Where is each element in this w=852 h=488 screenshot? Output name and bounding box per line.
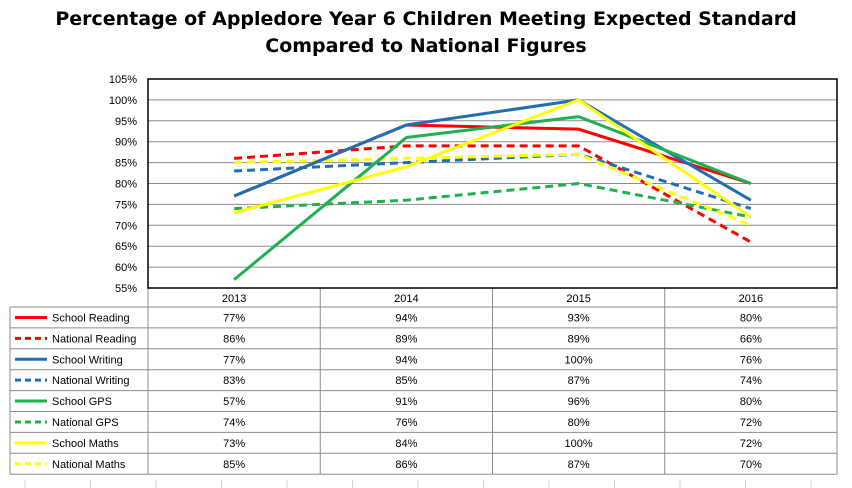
x-tick-label: 2014 bbox=[394, 293, 418, 305]
series-line-national-reading bbox=[234, 144, 752, 244]
legend-label: School GPS bbox=[52, 396, 112, 408]
series-lines bbox=[233, 98, 752, 281]
y-tick-label: 75% bbox=[115, 199, 137, 211]
legend-label: National Writing bbox=[52, 375, 129, 387]
table-cell-value: 86% bbox=[395, 459, 417, 471]
legend-label: National Reading bbox=[52, 333, 136, 345]
table-cell-value: 72% bbox=[740, 438, 762, 450]
y-tick-label: 95% bbox=[115, 116, 137, 128]
table-cell-value: 87% bbox=[568, 459, 590, 471]
legend-label: School Maths bbox=[52, 438, 119, 450]
table-cell-value: 100% bbox=[565, 354, 593, 366]
table-cell-value: 77% bbox=[223, 354, 245, 366]
table-cell-value: 76% bbox=[395, 417, 417, 429]
table-cell-value: 100% bbox=[565, 438, 593, 450]
table-cell-value: 57% bbox=[223, 396, 245, 408]
legend-label: School Writing bbox=[52, 354, 123, 366]
y-tick-label: 70% bbox=[115, 220, 137, 232]
series-line-national-writing bbox=[234, 152, 752, 211]
plot-area-border bbox=[147, 78, 838, 289]
table-cell-value: 70% bbox=[740, 459, 762, 471]
table-cell-value: 74% bbox=[223, 417, 245, 429]
gridlines: 55% 60% 65% 70% 75% 80% 85% 90% 95% 100% 105% bbox=[109, 74, 837, 295]
table-cell-value: 72% bbox=[740, 417, 762, 429]
x-tick-label: 2016 bbox=[739, 293, 763, 305]
table-cell-value: 89% bbox=[568, 333, 590, 345]
y-tick-label: 85% bbox=[115, 158, 137, 170]
y-tick-label: 100% bbox=[109, 95, 137, 107]
table-cell-value: 87% bbox=[568, 375, 590, 387]
table-cell-value: 76% bbox=[740, 354, 762, 366]
series-line-national-gps bbox=[234, 182, 752, 219]
series-line-school-maths bbox=[233, 98, 752, 219]
table-cell-value: 96% bbox=[568, 396, 590, 408]
y-tick-label: 65% bbox=[115, 241, 137, 253]
y-tick-label: 90% bbox=[115, 137, 137, 149]
legend-label: National Maths bbox=[52, 459, 126, 471]
chart-title: Percentage of Appledore Year 6 Children … bbox=[0, 6, 852, 60]
table-cell-value: 80% bbox=[740, 396, 762, 408]
table-cell-value: 89% bbox=[395, 333, 417, 345]
chart-title-line-2: Compared to National Figures bbox=[265, 35, 587, 57]
table-cell-value: 94% bbox=[395, 354, 417, 366]
table-cell-value: 94% bbox=[395, 312, 417, 324]
table-cell-value: 85% bbox=[395, 375, 417, 387]
table-cell-value: 93% bbox=[568, 312, 590, 324]
data-table: 2013 2014 2015 2016 School Reading 77% 94% 93% 8… bbox=[9, 288, 838, 488]
table-cell-value: 80% bbox=[740, 312, 762, 324]
table-cell-value: 73% bbox=[223, 438, 245, 450]
table-cell-value: 84% bbox=[395, 438, 417, 450]
y-tick-label: 105% bbox=[109, 74, 137, 86]
chart-title-line-1: Percentage of Appledore Year 6 Children … bbox=[55, 8, 797, 30]
y-tick-label: 80% bbox=[115, 179, 137, 191]
legend-label: National GPS bbox=[52, 417, 119, 429]
table-cell-value: 86% bbox=[223, 333, 245, 345]
y-tick-label: 60% bbox=[115, 262, 137, 274]
x-tick-label: 2013 bbox=[222, 293, 246, 305]
table-cell-value: 77% bbox=[223, 312, 245, 324]
table-cell-value: 83% bbox=[223, 375, 245, 387]
legend-label: School Reading bbox=[52, 312, 130, 324]
table-cell-value: 74% bbox=[740, 375, 762, 387]
table-cell-value: 66% bbox=[740, 333, 762, 345]
table-cell-value: 91% bbox=[395, 396, 417, 408]
series-line-school-gps bbox=[233, 115, 752, 281]
table-cell-value: 80% bbox=[568, 417, 590, 429]
y-tick-label: 55% bbox=[115, 283, 137, 295]
x-tick-label: 2015 bbox=[566, 293, 590, 305]
table-cell-value: 85% bbox=[223, 459, 245, 471]
